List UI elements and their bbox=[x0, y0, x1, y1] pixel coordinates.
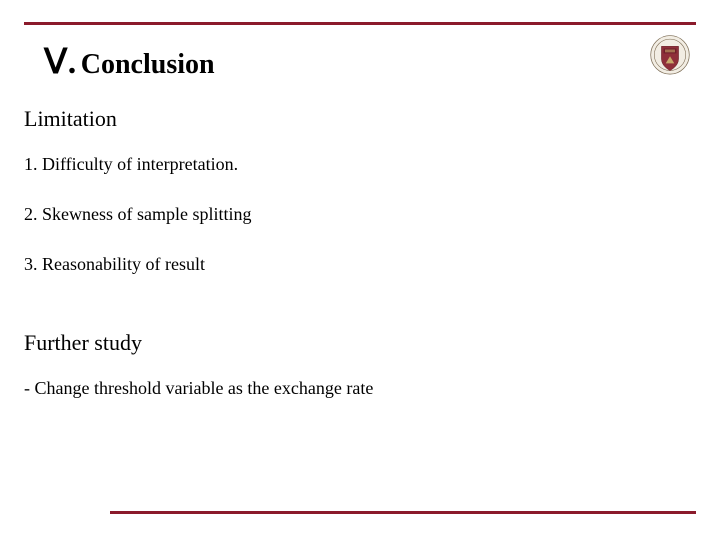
limitation-item-3: 3. Reasonability of result bbox=[24, 254, 205, 275]
slide-title: Ⅴ. Conclusion bbox=[44, 42, 215, 82]
further-study-item-1: - Change threshold variable as the excha… bbox=[24, 378, 373, 399]
subheading-limitation: Limitation bbox=[24, 106, 117, 132]
slide: Ⅴ. Conclusion Limitation 1. Difficulty o… bbox=[0, 0, 720, 540]
limitation-item-2: 2. Skewness of sample splitting bbox=[24, 204, 252, 225]
section-heading-text: Conclusion bbox=[81, 49, 215, 80]
crest-icon bbox=[648, 32, 692, 82]
university-crest-logo bbox=[648, 32, 692, 82]
limitation-item-1: 1. Difficulty of interpretation. bbox=[24, 154, 238, 175]
subheading-further-study: Further study bbox=[24, 330, 142, 356]
section-number-roman: Ⅴ. bbox=[44, 44, 77, 81]
top-horizontal-rule bbox=[24, 22, 696, 25]
bottom-horizontal-rule bbox=[110, 511, 696, 514]
